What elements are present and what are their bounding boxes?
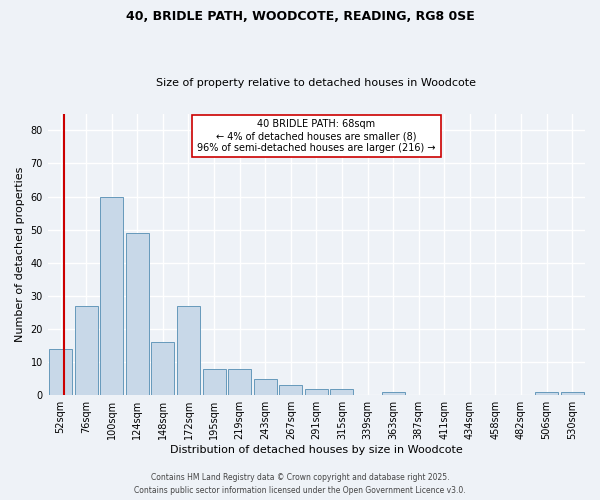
Bar (280, 386, 302, 395)
Title: Size of property relative to detached houses in Woodcote: Size of property relative to detached ho… (157, 78, 476, 88)
Bar (49, 349, 72, 395)
Bar (203, 368, 226, 395)
Bar (560, 392, 584, 395)
Bar (177, 306, 200, 395)
Y-axis label: Number of detached properties: Number of detached properties (15, 167, 25, 342)
Bar (331, 388, 353, 395)
X-axis label: Distribution of detached houses by size in Woodcote: Distribution of detached houses by size … (170, 445, 463, 455)
Bar (228, 368, 251, 395)
Bar (535, 392, 558, 395)
Bar (305, 388, 328, 395)
Bar (254, 378, 277, 395)
Bar (382, 392, 404, 395)
Text: 40, BRIDLE PATH, WOODCOTE, READING, RG8 0SE: 40, BRIDLE PATH, WOODCOTE, READING, RG8 … (125, 10, 475, 23)
Bar (151, 342, 175, 395)
Bar (74, 306, 98, 395)
Text: Contains HM Land Registry data © Crown copyright and database right 2025.
Contai: Contains HM Land Registry data © Crown c… (134, 474, 466, 495)
Bar (126, 233, 149, 395)
Bar (100, 196, 123, 395)
Text: 40 BRIDLE PATH: 68sqm
← 4% of detached houses are smaller (8)
96% of semi-detach: 40 BRIDLE PATH: 68sqm ← 4% of detached h… (197, 120, 436, 152)
